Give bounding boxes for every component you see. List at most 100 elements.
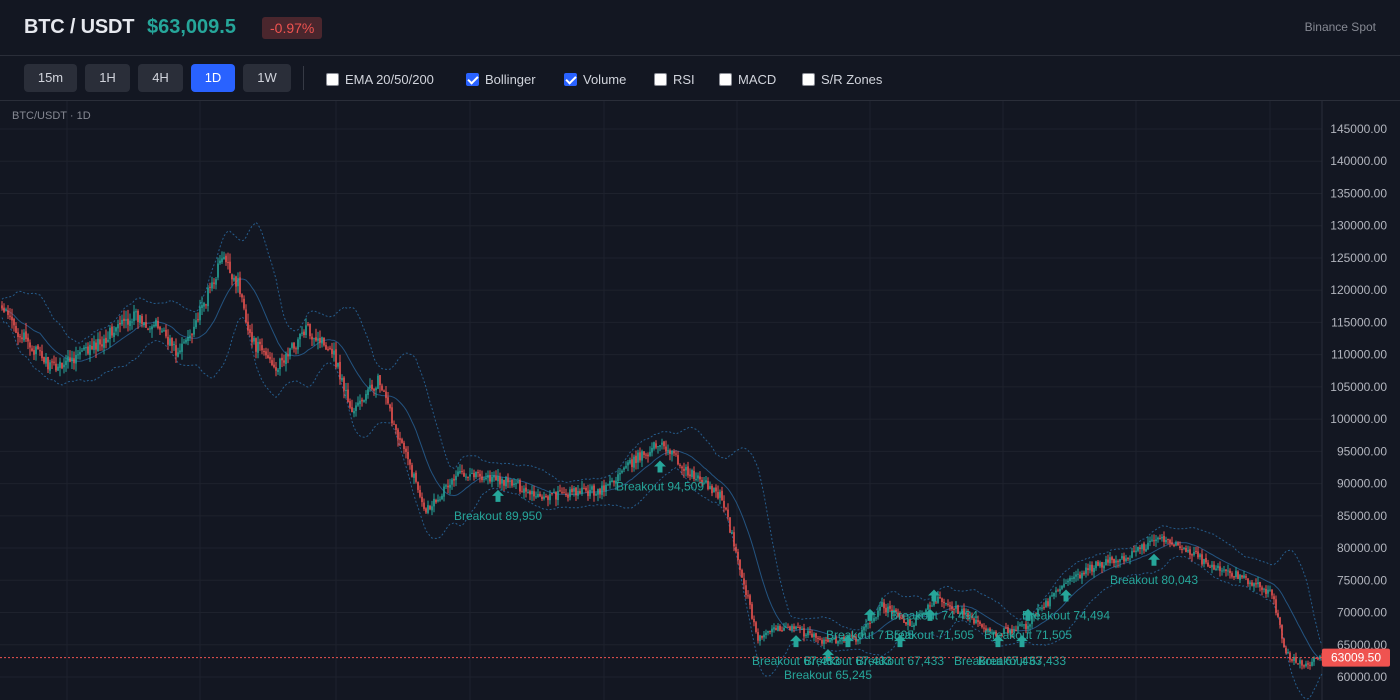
ema-checkbox[interactable] [326,72,339,86]
indicator-ema-toggle[interactable]: EMA 20/50/200 [326,70,434,88]
candle-body [1037,609,1039,616]
candle-body [609,481,611,486]
timeframe-1w-button[interactable]: 1W [243,64,291,92]
indicator-volume-toggle[interactable]: Volume [564,70,626,88]
candle-body [467,477,469,479]
candle-body [1231,573,1233,577]
candle-body [1221,570,1223,572]
candle-body [197,319,199,321]
price-axis-tick-label: 125000.00 [1330,251,1387,265]
candle-body [21,337,23,340]
candle-body [245,309,247,323]
candle-body [343,377,345,391]
candle-body [837,640,839,644]
macd-checkbox[interactable] [719,72,732,86]
candle-body [423,502,425,509]
indicator-rsi-toggle[interactable]: RSI [654,70,695,88]
candle-body [553,491,555,493]
candle-body [359,400,361,404]
candle-body [439,499,441,501]
candle-body [665,446,667,452]
candle-body [775,628,777,631]
candle-body [1249,582,1251,584]
candle-body [881,602,883,607]
candle-body [33,350,35,355]
candle-body [741,569,743,578]
candle-body [1071,578,1073,580]
candle-body [1271,589,1273,596]
candle-body [417,482,419,490]
candle-body [437,499,439,502]
candle-body [205,304,207,306]
candle-body [1191,554,1193,556]
candle-body [1143,543,1145,551]
candle-body [461,471,463,473]
price-axis-tick-label: 95000.00 [1337,444,1387,458]
breakout-arrow-icon [928,589,940,602]
candle-body [269,356,271,360]
candle-body [53,361,55,363]
candle-body [951,606,953,610]
candle-body [673,451,675,454]
candle-body [1117,561,1119,563]
bollinger-checkbox[interactable] [466,72,479,86]
candle-body [783,627,785,631]
candle-body [907,619,909,626]
candle-body [1109,557,1111,564]
candle-body [767,630,769,633]
sr-zones-checkbox[interactable] [802,72,815,86]
candle-body [699,476,701,480]
candle-body [1169,539,1171,544]
candle-body [795,626,797,629]
candle-body [1189,549,1191,555]
price-axis-tick-label: 110000.00 [1331,348,1387,362]
candle-body [975,619,977,624]
timeframe-1d-button[interactable]: 1D [191,64,235,92]
candle-body [883,602,885,609]
rsi-checkbox[interactable] [654,72,667,86]
volume-checkbox[interactable] [564,72,577,86]
candle-body [121,319,123,325]
candle-body [1177,542,1179,546]
candle-body [957,605,959,614]
timeframe-1h-button[interactable]: 1H [85,64,130,92]
indicator-macd-toggle[interactable]: MACD [719,70,776,88]
chart-pane[interactable]: 145000.00 140000.00 135000.00 130000.00 1250… [0,101,1400,700]
candle-body [1251,582,1253,586]
indicator-sr-zones-toggle[interactable]: S/R Zones [802,70,882,88]
candle-body [17,332,19,337]
candle-body [825,639,827,641]
candle-body [1193,552,1195,555]
candle-body [361,399,363,402]
candle-body [789,626,791,631]
candle-body [357,402,359,406]
candle-body [655,443,657,448]
price-chart[interactable]: 145000.00 140000.00 135000.00 130000.00 1250… [0,101,1400,700]
volume-label: Volume [583,71,627,87]
candle-body [1139,547,1141,549]
candle-body [929,605,931,607]
candle-body [677,455,679,465]
candle-body [213,282,215,284]
candle-body [1077,573,1079,575]
candle-body [715,487,717,492]
timeframe-15m-button[interactable]: 15m [24,64,77,92]
candle-body [367,389,369,396]
candle-body [917,615,919,617]
candle-body [675,453,677,455]
candle-body [777,626,779,631]
candle-body [651,447,653,453]
candle-body [1123,556,1125,562]
candle-body [939,596,941,599]
candle-body [1227,570,1229,572]
candle-body [45,357,47,364]
candle-body [685,467,687,471]
candle-body [817,638,819,640]
candle-body [325,345,327,350]
timeframe-4h-button[interactable]: 4H [138,64,183,92]
candle-body [649,451,651,456]
candle-body [895,609,897,613]
indicator-bollinger-toggle[interactable]: Bollinger [466,70,536,88]
candle-body [113,332,115,337]
candle-body [1269,589,1271,591]
